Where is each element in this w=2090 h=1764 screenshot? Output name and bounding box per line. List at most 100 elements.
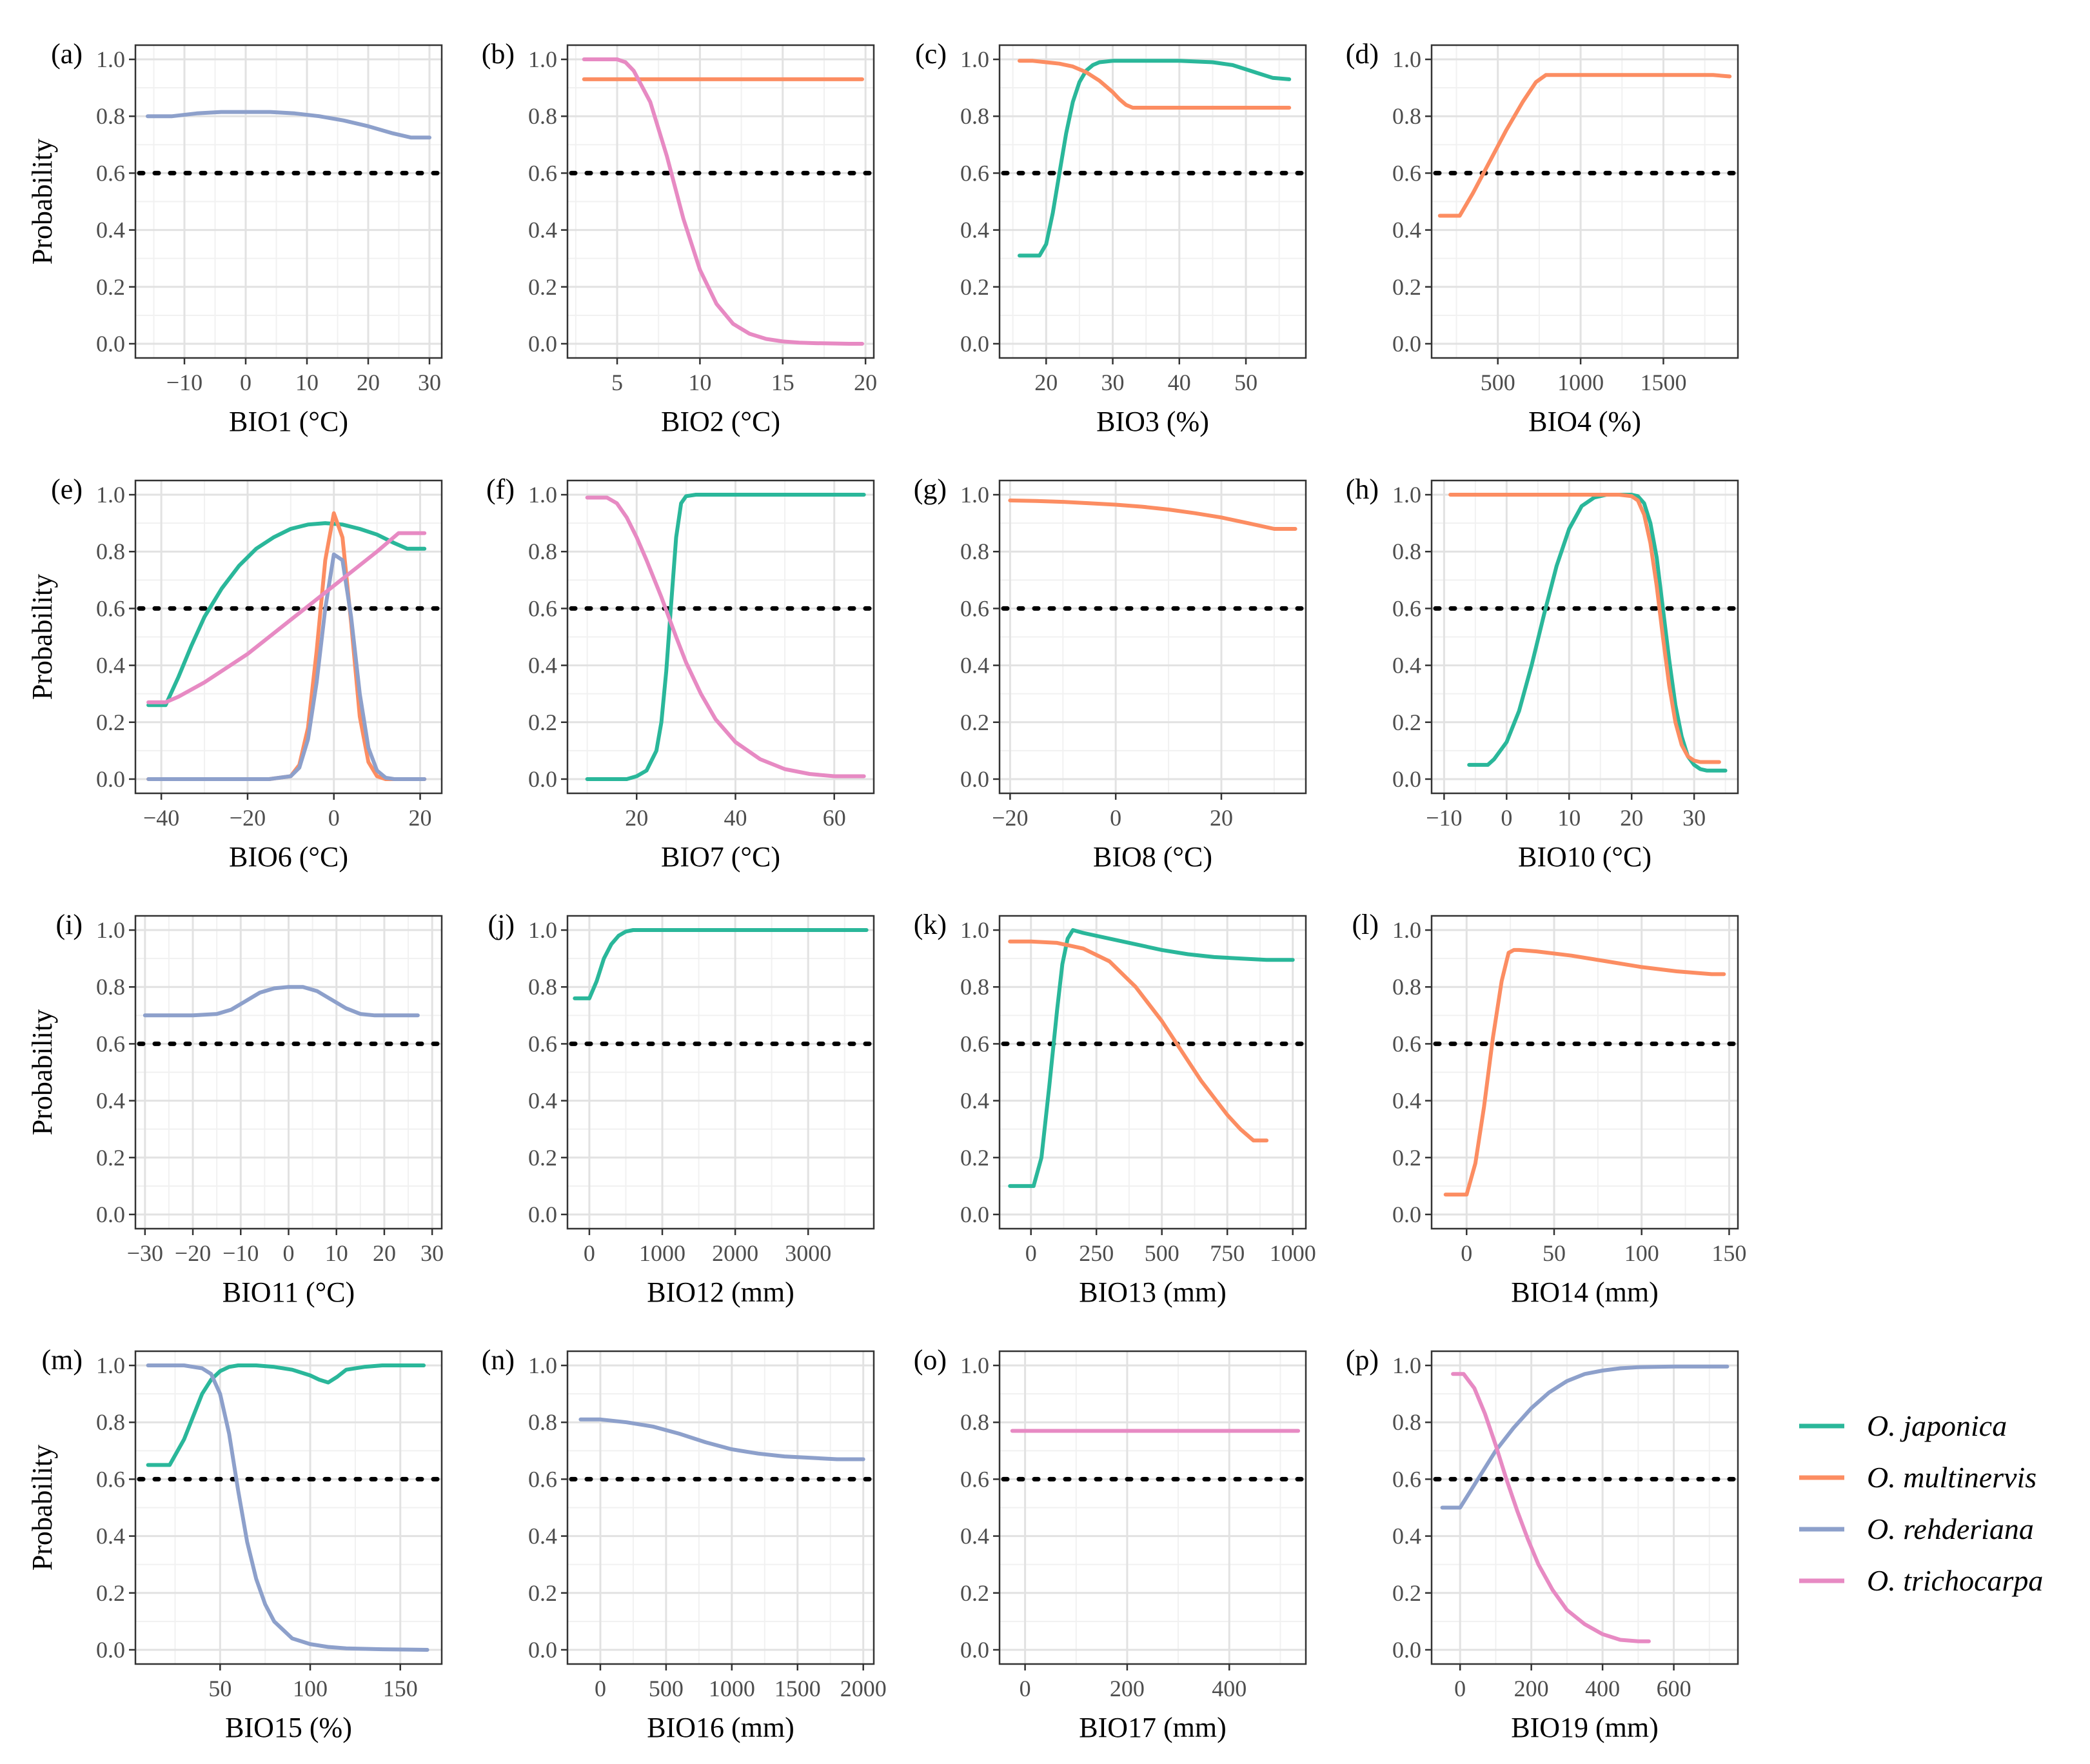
x-axis-title: BIO17 (mm) xyxy=(1079,1712,1227,1743)
y-tick-label: 0.4 xyxy=(96,217,125,243)
x-tick-label: 100 xyxy=(1624,1240,1659,1266)
y-tick-label: 0.4 xyxy=(1392,1523,1421,1549)
y-tick-label: 0.0 xyxy=(1392,331,1421,357)
x-tick-label: 0 xyxy=(1501,805,1512,831)
x-tick-label: 3000 xyxy=(785,1240,831,1266)
x-tick-label: 500 xyxy=(1481,370,1515,395)
x-axis-title: BIO12 (mm) xyxy=(647,1276,794,1308)
x-tick-label: −20 xyxy=(992,805,1028,831)
y-tick-label: 0.0 xyxy=(528,1637,557,1663)
y-tick-label: 0.6 xyxy=(960,1031,989,1056)
y-axis-title: Probability xyxy=(26,574,58,700)
panel-b: 0.0 0.2 0.4 0.6 0.8 1.0 5 10 15 20 (b) BIO2 (°C) xyxy=(482,38,877,437)
y-tick-label: 1.0 xyxy=(1392,46,1421,72)
panel-i: 0.0 0.2 0.4 0.6 0.8 1.0 −30 −20 −10 0 10 20 30 (i) BIO… xyxy=(26,909,444,1308)
x-tick-label: 0 xyxy=(240,370,251,395)
y-tick-label: 0.6 xyxy=(528,595,557,621)
panel-letter: (g) xyxy=(914,473,947,505)
series-line-o-trichocarpa xyxy=(146,531,427,704)
panel-border xyxy=(998,1350,1307,1665)
x-axis-title: BIO19 (mm) xyxy=(1511,1712,1659,1743)
y-tick-label: 1.0 xyxy=(96,1353,125,1378)
x-tick-label: 0 xyxy=(283,1240,295,1266)
series-line-o-japonica xyxy=(573,928,869,1000)
x-tick-label: 200 xyxy=(1110,1676,1145,1701)
x-tick-label: 0 xyxy=(584,1240,595,1266)
y-tick-label: 0.0 xyxy=(96,766,125,792)
y-tick-label: 0.4 xyxy=(96,653,125,679)
y-tick-label: 0.2 xyxy=(1392,1580,1421,1606)
y-tick-label: 0.6 xyxy=(1392,160,1421,186)
y-tick-label: 0.2 xyxy=(96,1145,125,1171)
y-tick-label: 1.0 xyxy=(960,1353,989,1378)
series-line-o-rehderiana xyxy=(146,1363,429,1652)
y-tick-label: 0.8 xyxy=(528,539,557,564)
panel-o: 0.0 0.2 0.4 0.6 0.8 1.0 0 200 400 (o) BIO17 (mm) xyxy=(914,1344,1307,1743)
y-tick-label: 0.4 xyxy=(1392,217,1421,243)
y-tick-label: 0.2 xyxy=(960,274,989,300)
x-tick-label: 10 xyxy=(1557,805,1581,831)
x-tick-label: 0 xyxy=(1110,805,1121,831)
y-tick-label: 0.2 xyxy=(528,709,557,735)
x-tick-label: 0 xyxy=(1025,1240,1037,1266)
panel-m: 0.0 0.2 0.4 0.6 0.8 1.0 50 100 150 (m) BIO15 (%) Pr… xyxy=(26,1344,443,1743)
y-tick-label: 0.4 xyxy=(96,1523,125,1549)
x-tick-label: −20 xyxy=(230,805,266,831)
y-tick-label: 0.0 xyxy=(528,1202,557,1227)
panel-border xyxy=(998,479,1307,795)
x-tick-label: 600 xyxy=(1657,1676,1691,1701)
y-tick-label: 0.6 xyxy=(1392,1466,1421,1492)
y-tick-label: 0.0 xyxy=(96,1637,125,1663)
series-line-o-multinervis xyxy=(1448,493,1721,764)
y-axis-title: Probability xyxy=(26,1445,58,1571)
series-line-o-rehderiana xyxy=(146,552,427,781)
y-tick-label: 0.8 xyxy=(960,974,989,1000)
y-axis-title: Probability xyxy=(26,1009,58,1136)
panel-border xyxy=(134,1350,443,1665)
x-tick-label: 1000 xyxy=(639,1240,685,1266)
x-tick-label: 50 xyxy=(1234,370,1257,395)
y-tick-label: 0.4 xyxy=(1392,653,1421,679)
panel-letter: (a) xyxy=(51,38,83,70)
y-tick-label: 0.4 xyxy=(960,653,989,679)
y-tick-label: 1.0 xyxy=(528,46,557,72)
panel-f: 0.0 0.2 0.4 0.6 0.8 1.0 20 40 60 (f) BIO7 (°C) xyxy=(486,473,875,873)
y-tick-label: 0.0 xyxy=(960,331,989,357)
panel-letter: (m) xyxy=(41,1344,83,1376)
panel-border xyxy=(1430,915,1739,1230)
y-tick-label: 0.6 xyxy=(1392,1031,1421,1056)
x-tick-label: 0 xyxy=(1454,1676,1466,1701)
x-axis-title: BIO1 (°C) xyxy=(229,406,348,437)
x-tick-label: 1000 xyxy=(709,1676,755,1701)
panel-border xyxy=(1430,479,1739,795)
y-tick-label: 1.0 xyxy=(528,482,557,508)
panel-border xyxy=(566,915,875,1230)
y-tick-label: 0.2 xyxy=(1392,274,1421,300)
x-tick-label: 1000 xyxy=(1270,1240,1316,1266)
panel-l: 0.0 0.2 0.4 0.6 0.8 1.0 0 50 100 150 (l) BIO14 (mm) xyxy=(1352,909,1746,1308)
y-tick-label: 0.2 xyxy=(1392,709,1421,735)
x-tick-label: 40 xyxy=(1168,370,1191,395)
y-tick-label: 0.8 xyxy=(528,1409,557,1435)
panel-letter: (i) xyxy=(55,909,83,940)
series-line-o-rehderiana xyxy=(146,110,431,140)
x-tick-label: 20 xyxy=(373,1240,396,1266)
panel-g: 0.0 0.2 0.4 0.6 0.8 1.0 −20 0 20 (g) BIO8 (°C) xyxy=(914,473,1307,873)
x-tick-label: 400 xyxy=(1585,1676,1620,1701)
panel-h: 0.0 0.2 0.4 0.6 0.8 1.0 −10 0 10 20 30 (h) BIO10 (°C… xyxy=(1346,473,1739,873)
x-tick-label: 30 xyxy=(1682,805,1706,831)
x-axis-title: BIO8 (°C) xyxy=(1093,841,1212,873)
y-tick-label: 0.8 xyxy=(528,103,557,129)
x-tick-label: 20 xyxy=(1620,805,1643,831)
series-line-o-multinervis xyxy=(1008,939,1269,1143)
x-tick-label: 30 xyxy=(1101,370,1125,395)
x-tick-label: 60 xyxy=(823,805,846,831)
y-tick-label: 0.0 xyxy=(528,766,557,792)
x-tick-label: 1000 xyxy=(1557,370,1604,395)
y-tick-label: 0.2 xyxy=(1392,1145,1421,1171)
series-line-o-rehderiana xyxy=(143,985,420,1018)
y-tick-label: 0.2 xyxy=(96,274,125,300)
panel-letter: (c) xyxy=(915,38,947,70)
y-tick-label: 0.8 xyxy=(960,1409,989,1435)
y-tick-label: 0.6 xyxy=(1392,595,1421,621)
